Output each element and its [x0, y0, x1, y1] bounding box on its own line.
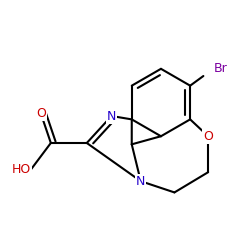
Text: N: N [107, 110, 116, 122]
Text: N: N [136, 175, 145, 188]
Text: Br: Br [214, 62, 227, 75]
Text: O: O [203, 130, 213, 143]
Text: HO: HO [11, 164, 30, 176]
Text: O: O [36, 107, 46, 120]
